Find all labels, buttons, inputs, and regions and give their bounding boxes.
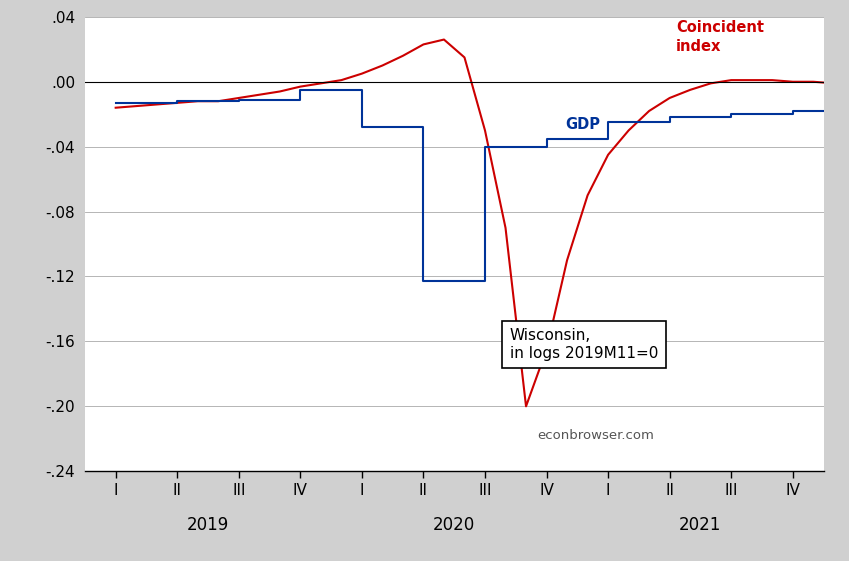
Text: 2020: 2020 [433,516,475,534]
Text: Wisconsin,
in logs 2019M11=0: Wisconsin, in logs 2019M11=0 [509,328,658,361]
Text: 2019: 2019 [187,516,229,534]
Text: 2021: 2021 [679,516,722,534]
Text: GDP: GDP [565,117,600,132]
Text: econbrowser.com: econbrowser.com [537,429,655,442]
Text: Coincident
index: Coincident index [676,20,764,54]
